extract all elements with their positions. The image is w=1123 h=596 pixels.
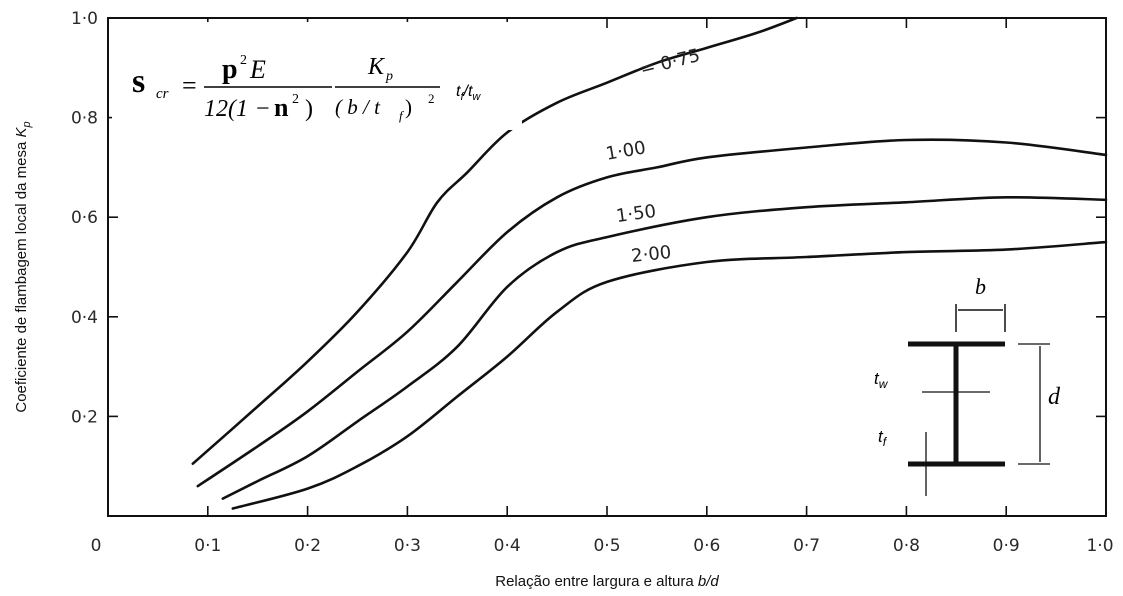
- x-tick-label: 0·2: [294, 536, 321, 556]
- curve-label-2: 1·00: [604, 137, 647, 165]
- x-tick-label: 0: [91, 536, 102, 556]
- formula-minus: −: [256, 96, 270, 122]
- y-tick-label: 1·0: [71, 9, 98, 29]
- formula-equals: =: [182, 71, 197, 100]
- formula-K: K: [367, 54, 386, 80]
- formula-den2-sub: f: [399, 108, 405, 123]
- curve-series-4: [231, 240, 1108, 510]
- formula-den2-sq: 2: [428, 91, 435, 106]
- formula-pi-sq: 2: [240, 53, 247, 68]
- x-tick-label: 1·0: [1086, 536, 1113, 556]
- curve-series-1: [191, 16, 798, 465]
- formula-E: E: [249, 55, 266, 84]
- svg-text:tf/tw: tf/tw: [456, 83, 481, 103]
- y-axis-title: Coeficiente de flambagem local da mesa K…: [13, 121, 33, 412]
- x-tick-label: 0·6: [693, 536, 720, 556]
- formula-pi: p: [222, 54, 238, 85]
- y-tick-label: 0·4: [71, 308, 98, 328]
- x-tick-label: 0·5: [593, 536, 620, 556]
- tf-label: tf: [878, 427, 888, 449]
- formula-background: [112, 22, 522, 130]
- x-axis-title: Relação entre largura e altura b/d: [495, 573, 719, 590]
- formula-den1-b: ): [305, 96, 313, 122]
- formula-sigma-sub: cr: [156, 86, 169, 102]
- curve-label-4: 2·00: [630, 242, 672, 267]
- i-section-diagram: b d tw tf: [874, 274, 1061, 496]
- b-label: b: [975, 274, 986, 299]
- formula-nu: n: [274, 93, 289, 122]
- formula-den2-b: ): [405, 95, 412, 119]
- formula-nu-sq: 2: [292, 92, 299, 107]
- y-tick-label: 0·8: [71, 109, 98, 129]
- legend-title-sub1: f: [460, 91, 464, 103]
- formula: s cr = p 2 E 12(1 − n 2 ) K p ( b / t f …: [132, 53, 481, 123]
- x-tick-label: 0·8: [893, 536, 920, 556]
- formula-den2-a: ( b / t: [335, 95, 381, 119]
- legend-title-sub2: w: [472, 91, 481, 103]
- formula-den1-a: 12(1: [204, 96, 248, 122]
- x-tick-label: 0·1: [194, 536, 221, 556]
- curve-label-1: = 0·75: [638, 45, 702, 80]
- x-tick-label: 0·9: [993, 536, 1020, 556]
- y-tick-label: 0·2: [71, 407, 98, 427]
- formula-sigma: s: [132, 63, 145, 100]
- curve-series-2: [196, 138, 1108, 488]
- x-tick-label: 0·7: [793, 536, 820, 556]
- x-tick-label: 0·4: [494, 536, 521, 556]
- legend-title-sep: /t: [463, 83, 473, 100]
- d-label: d: [1048, 384, 1061, 410]
- curve-label-3: 1·50: [615, 201, 658, 227]
- y-tick-label: 0·6: [71, 208, 98, 228]
- formula-K-sub: p: [385, 69, 393, 84]
- x-tick-label: 0·3: [394, 536, 421, 556]
- y-tick-labels: 0·2 0·4 0·6 0·8 1·0: [71, 9, 98, 427]
- curve-series-3: [221, 195, 1108, 500]
- legend-title-t1: t: [456, 83, 461, 100]
- tw-label: tw: [874, 369, 889, 391]
- x-tick-labels: 0 0·1 0·2 0·3 0·4 0·5 0·6 0·7 0·8 0·9 1·0: [91, 536, 1114, 556]
- legend-title: tf/tw: [456, 83, 481, 103]
